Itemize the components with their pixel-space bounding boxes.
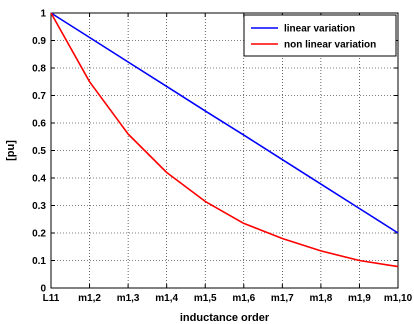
y-tick-label: 1 (40, 9, 46, 20)
series-line-linear (50, 12, 399, 234)
legend-label-linear: linear variation (284, 24, 355, 35)
x-tick-label: m1,10 (384, 293, 413, 304)
x-tick-label: m1,9 (348, 293, 371, 304)
legend-label-non-linear: non linear variation (284, 40, 376, 51)
x-tick-label: m1,7 (271, 293, 294, 304)
x-tick-label: m1,5 (194, 293, 217, 304)
y-tick-label: 0.8 (32, 64, 46, 75)
legend: linear variation non linear variation (243, 14, 397, 57)
x-tick-label: L11 (43, 293, 60, 304)
y-tick-label: 0.3 (32, 201, 46, 212)
y-axis-label: [pu] (5, 140, 17, 161)
y-tick-label: 0.9 (32, 36, 46, 47)
x-tick-label: m1,2 (78, 293, 101, 304)
series-lines (50, 12, 399, 268)
y-tick-label: 0 (40, 284, 46, 295)
y-tick-label: 0.1 (32, 256, 46, 267)
x-axis-label: inductance order (180, 312, 270, 324)
x-tick-label: m1,4 (155, 293, 178, 304)
grid (51, 13, 398, 288)
x-tick-label: m1,8 (309, 293, 332, 304)
y-tick-label: 0.7 (32, 91, 46, 102)
y-tick-label: 0.2 (32, 229, 46, 240)
x-tick-label: m1,3 (117, 293, 140, 304)
x-tick-label: m1,6 (232, 293, 255, 304)
y-tick-label: 0.4 (32, 174, 46, 185)
series-line-non-linear (50, 12, 399, 268)
y-tick-label: 0.6 (32, 119, 46, 130)
legend-box (243, 14, 397, 57)
y-tick-label: 0.5 (32, 146, 46, 157)
